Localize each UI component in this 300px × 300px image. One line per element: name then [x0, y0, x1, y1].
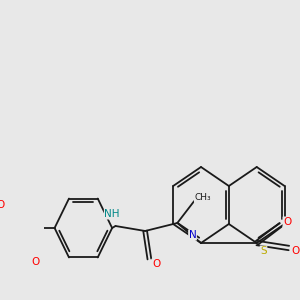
- Text: O: O: [283, 217, 291, 227]
- Text: O: O: [32, 257, 40, 267]
- Text: O: O: [0, 200, 4, 210]
- Text: N: N: [189, 230, 196, 240]
- Text: NH: NH: [104, 209, 120, 219]
- Text: O: O: [292, 246, 300, 256]
- Text: S: S: [260, 246, 267, 256]
- Text: O: O: [152, 259, 160, 269]
- Text: CH₃: CH₃: [194, 194, 211, 202]
